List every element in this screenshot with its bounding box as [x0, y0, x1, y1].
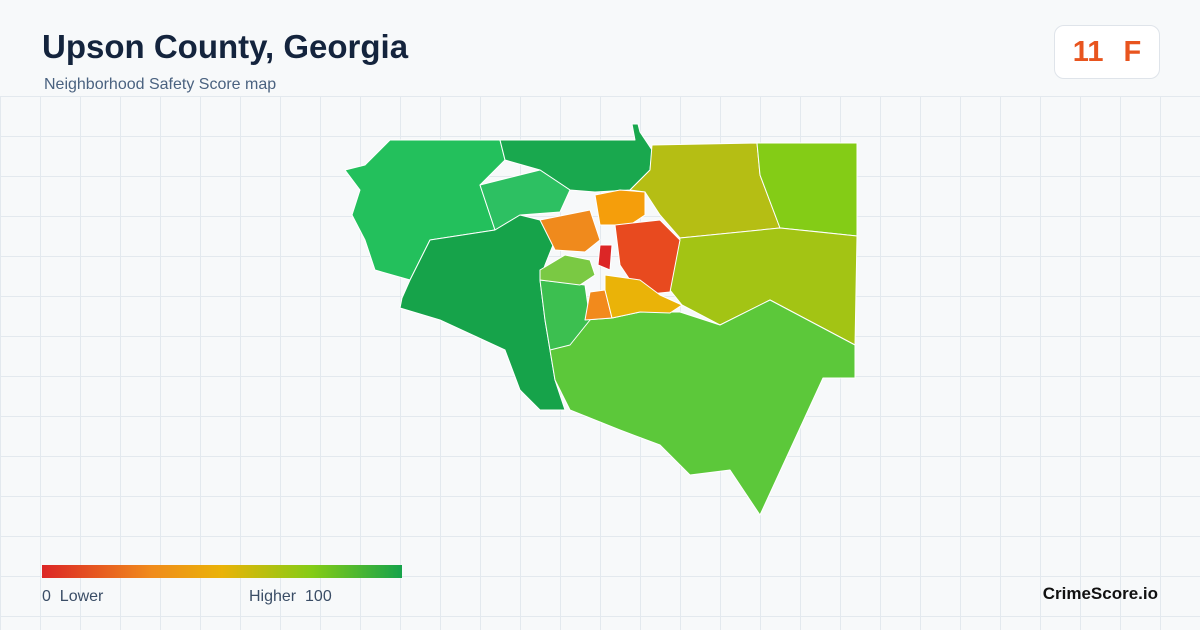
region: [597, 244, 613, 271]
legend-max-label: Higher: [249, 588, 297, 605]
region: [604, 274, 683, 319]
region: [549, 299, 856, 516]
region: [539, 279, 591, 351]
region: [539, 209, 601, 253]
score-value: 11: [1072, 35, 1104, 68]
legend-labels: 0 Lower: [42, 588, 103, 606]
title: Upson County, Georgia: [42, 28, 409, 65]
legend-max: 100: [305, 588, 332, 605]
legend-min-label: Lower: [59, 588, 104, 605]
brand: CrimeScore.io: [1042, 584, 1158, 603]
score-grade: F: [1123, 35, 1142, 68]
score-badge: 11 F: [1054, 25, 1160, 79]
region: [539, 254, 596, 286]
legend-min: 0: [42, 588, 51, 605]
legend-labels: Higher 100: [249, 588, 332, 606]
region: [594, 189, 646, 226]
legend-gradient: [42, 565, 402, 578]
region: [614, 219, 681, 296]
subtitle: Neighborhood Safety Score map: [44, 76, 277, 93]
